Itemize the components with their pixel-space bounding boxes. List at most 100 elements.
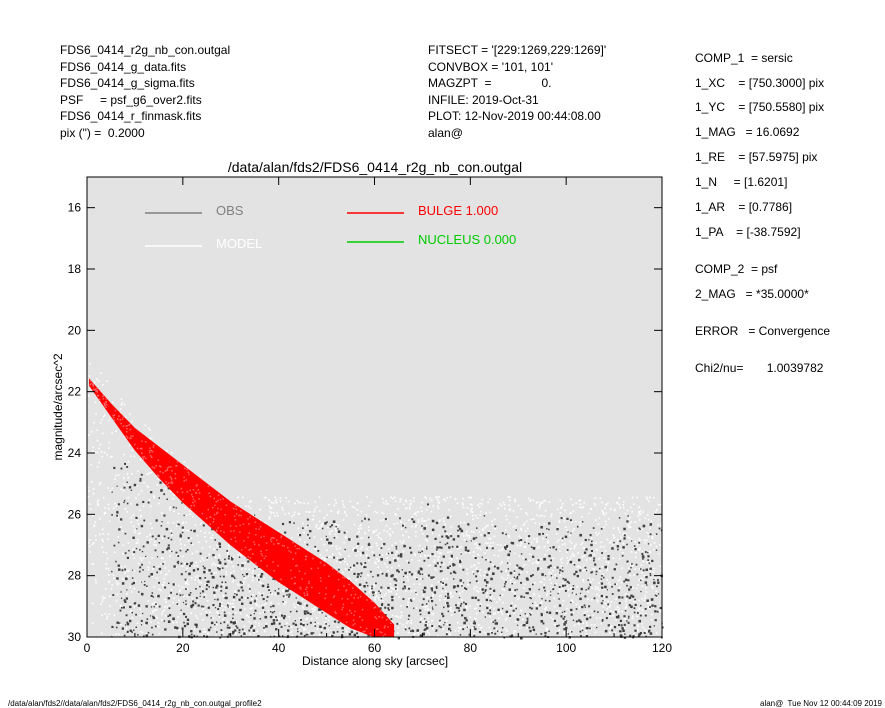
obs-point	[324, 522, 327, 525]
model-point	[285, 596, 287, 598]
model-point	[556, 610, 558, 612]
model-point	[561, 604, 564, 606]
model-point	[104, 588, 107, 590]
model-point	[509, 496, 511, 499]
obs-point	[333, 620, 337, 623]
model-point	[623, 501, 625, 503]
model-point	[480, 510, 482, 513]
obs-point	[360, 575, 362, 578]
model-point	[386, 557, 388, 559]
model-point	[602, 545, 605, 548]
model-point	[396, 522, 399, 525]
model-point	[454, 592, 457, 594]
obs-point	[563, 610, 566, 613]
obs-point	[373, 554, 376, 557]
model-point	[467, 625, 470, 628]
obs-point	[215, 621, 218, 623]
obs-point	[548, 528, 550, 531]
model-point	[507, 496, 510, 498]
model-point	[655, 590, 658, 592]
model-point	[462, 627, 464, 629]
obs-point	[234, 629, 237, 632]
model-point	[117, 535, 120, 538]
model-point	[274, 496, 276, 499]
obs-point	[635, 563, 638, 566]
model-point	[139, 580, 142, 583]
model-point	[651, 535, 654, 538]
model-point	[190, 612, 193, 614]
obs-point	[219, 575, 222, 578]
model-point	[494, 527, 497, 530]
model-point	[326, 549, 328, 551]
model-point	[284, 623, 286, 626]
bulge-point	[217, 499, 219, 502]
model-point	[449, 609, 451, 611]
obs-point	[126, 466, 129, 468]
obs-point	[283, 615, 286, 618]
obs-point	[218, 542, 220, 544]
model-point	[539, 581, 542, 583]
model-point	[642, 626, 644, 629]
model-point	[489, 615, 491, 618]
model-point	[185, 619, 188, 621]
obs-point	[476, 527, 478, 529]
obs-point	[172, 617, 175, 621]
obs-point	[113, 466, 116, 469]
obs-point	[168, 614, 172, 617]
model-point	[525, 511, 527, 514]
obs-point	[601, 552, 603, 554]
model-point	[635, 587, 638, 590]
bulge-point	[365, 627, 368, 630]
obs-point	[205, 588, 208, 591]
model-point	[319, 554, 322, 556]
model-point	[222, 583, 225, 586]
obs-point	[201, 590, 205, 593]
model-point	[146, 473, 148, 475]
bulge-point	[129, 428, 132, 431]
obs-point	[446, 601, 449, 605]
model-point	[518, 535, 521, 537]
obs-point	[470, 540, 472, 542]
obs-point	[262, 598, 265, 601]
obs-point	[115, 560, 117, 563]
legend-label: OBS	[216, 203, 244, 218]
model-point	[493, 598, 495, 600]
bulge-point	[260, 536, 262, 538]
obs-point	[135, 613, 137, 616]
model-point	[626, 509, 629, 512]
model-point	[639, 539, 642, 541]
model-point	[164, 606, 166, 608]
model-point	[501, 588, 504, 590]
obs-point	[116, 577, 119, 580]
model-point	[405, 590, 407, 592]
obs-point	[234, 622, 236, 624]
obs-point	[632, 595, 635, 598]
model-point	[531, 631, 534, 633]
model-point	[88, 375, 91, 377]
model-point	[446, 497, 448, 499]
model-point	[397, 558, 399, 560]
model-point	[582, 505, 585, 508]
obs-point	[292, 622, 295, 625]
bulge-point	[230, 538, 232, 540]
obs-point	[447, 604, 450, 608]
model-point	[554, 623, 556, 626]
model-point	[423, 520, 425, 522]
obs-point	[160, 489, 163, 492]
obs-point	[607, 603, 610, 606]
obs-point	[656, 585, 658, 588]
obs-point	[629, 586, 632, 589]
model-point	[370, 546, 373, 548]
model-point	[182, 521, 184, 524]
model-point	[258, 616, 261, 619]
obs-point	[148, 575, 151, 578]
obs-point	[328, 625, 330, 627]
model-point	[607, 600, 609, 603]
model-point	[437, 545, 439, 547]
obs-point	[168, 582, 170, 584]
model-point	[498, 503, 501, 505]
model-point	[598, 517, 601, 519]
model-point	[107, 581, 110, 583]
model-point	[514, 499, 516, 501]
model-point	[283, 603, 286, 605]
